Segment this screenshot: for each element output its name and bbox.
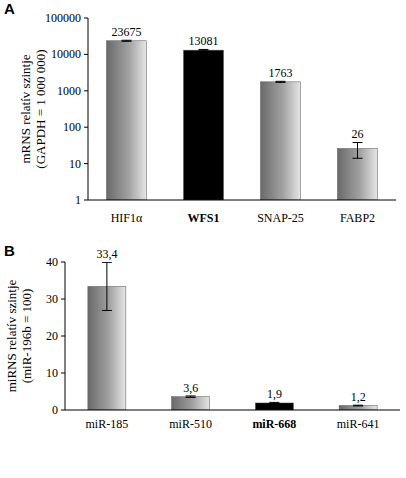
- panel-label: B: [4, 242, 15, 259]
- plot-area: [107, 40, 378, 200]
- y-tick-label: 10: [69, 157, 81, 171]
- axis-title: miRNS relatív szintje: [4, 279, 19, 392]
- y-tick: [84, 90, 88, 91]
- y-tick: [84, 54, 88, 55]
- y-tick: [61, 410, 65, 411]
- error-cap: [122, 40, 132, 41]
- x-axis: [65, 410, 400, 411]
- x-tick-label: SNAP-25: [257, 211, 304, 225]
- error-cap: [276, 81, 286, 82]
- y-tick-label: 20: [46, 329, 58, 343]
- y-tick-label: 0: [52, 403, 58, 417]
- figure: AmRNS relatív szintje(GAPDH = 1 000 000)…: [0, 0, 406, 478]
- error-bar: [122, 40, 132, 41]
- chart: BmiRNS relatív szintje(miR-196b = 100) 33…: [4, 242, 400, 431]
- y-tick-label: 1: [75, 193, 81, 207]
- bar: [339, 406, 377, 410]
- error-cap: [122, 41, 132, 42]
- data-label: 13081: [189, 34, 219, 48]
- y-tick: [84, 127, 88, 128]
- data-label: 3,6: [183, 381, 198, 395]
- error-bar: [353, 405, 363, 407]
- error-cap: [353, 158, 363, 159]
- y-tick-label: 40: [46, 255, 58, 269]
- plot-area: [88, 262, 377, 410]
- y-tick-label: 100000: [45, 11, 81, 25]
- error-line: [106, 262, 107, 310]
- y-tick: [61, 373, 65, 374]
- x-tick-label: WFS1: [187, 211, 219, 225]
- bar: [172, 397, 210, 410]
- y-tick-label: 1000: [57, 84, 81, 98]
- error-cap: [269, 403, 279, 404]
- error-cap: [199, 49, 209, 50]
- data-label: 1763: [269, 66, 293, 80]
- error-bar: [186, 396, 196, 397]
- data-label: 1,9: [267, 387, 282, 401]
- error-line: [357, 142, 358, 158]
- y-tick-label: 10: [46, 366, 58, 380]
- y-tick: [61, 262, 65, 263]
- y-tick-label: 10000: [51, 47, 81, 61]
- error-cap: [269, 402, 279, 403]
- error-cap: [276, 82, 286, 83]
- axis-title: (miR-196b = 100): [19, 289, 34, 384]
- data-label: 26: [352, 127, 364, 141]
- panel-label: A: [4, 0, 15, 17]
- axis-title: (GAPDH = 1 000 000): [33, 49, 48, 168]
- error-cap: [353, 142, 363, 143]
- x-tick-label: miR-641: [337, 417, 380, 431]
- error-bar: [199, 49, 209, 50]
- x-tick-label: miR-668: [252, 417, 296, 431]
- x-tick-label: miR-510: [169, 417, 212, 431]
- y-axis: [88, 18, 89, 200]
- y-tick-label: 30: [46, 292, 58, 306]
- x-tick-label: HIF1α: [111, 211, 143, 225]
- error-cap: [353, 405, 363, 406]
- chart: AmRNS relatív szintje(GAPDH = 1 000 000)…: [4, 0, 396, 225]
- bar: [184, 50, 224, 200]
- error-bar: [276, 81, 286, 82]
- y-tick: [84, 200, 88, 201]
- error-bar: [269, 402, 279, 403]
- error-cap: [186, 395, 196, 396]
- y-tick: [61, 336, 65, 337]
- error-bar: [353, 142, 363, 158]
- data-label: 23675: [112, 25, 142, 39]
- bar: [261, 82, 301, 200]
- error-bar: [102, 262, 112, 310]
- x-axis: [88, 200, 396, 201]
- y-tick: [84, 18, 88, 19]
- data-label: 1,2: [351, 390, 366, 404]
- y-tick: [61, 299, 65, 300]
- error-cap: [186, 397, 196, 398]
- error-cap: [199, 50, 209, 51]
- bar: [107, 41, 147, 200]
- y-tick: [84, 163, 88, 164]
- bar: [255, 403, 293, 410]
- axis-title: mRNS relatív szintje: [18, 54, 33, 163]
- x-tick-label: FABP2: [340, 211, 375, 225]
- x-tick-label: miR-185: [86, 417, 129, 431]
- error-cap: [353, 405, 363, 406]
- y-tick-label: 100: [63, 120, 81, 134]
- error-cap: [102, 310, 112, 311]
- error-cap: [102, 262, 112, 263]
- data-label: 33,4: [96, 247, 117, 261]
